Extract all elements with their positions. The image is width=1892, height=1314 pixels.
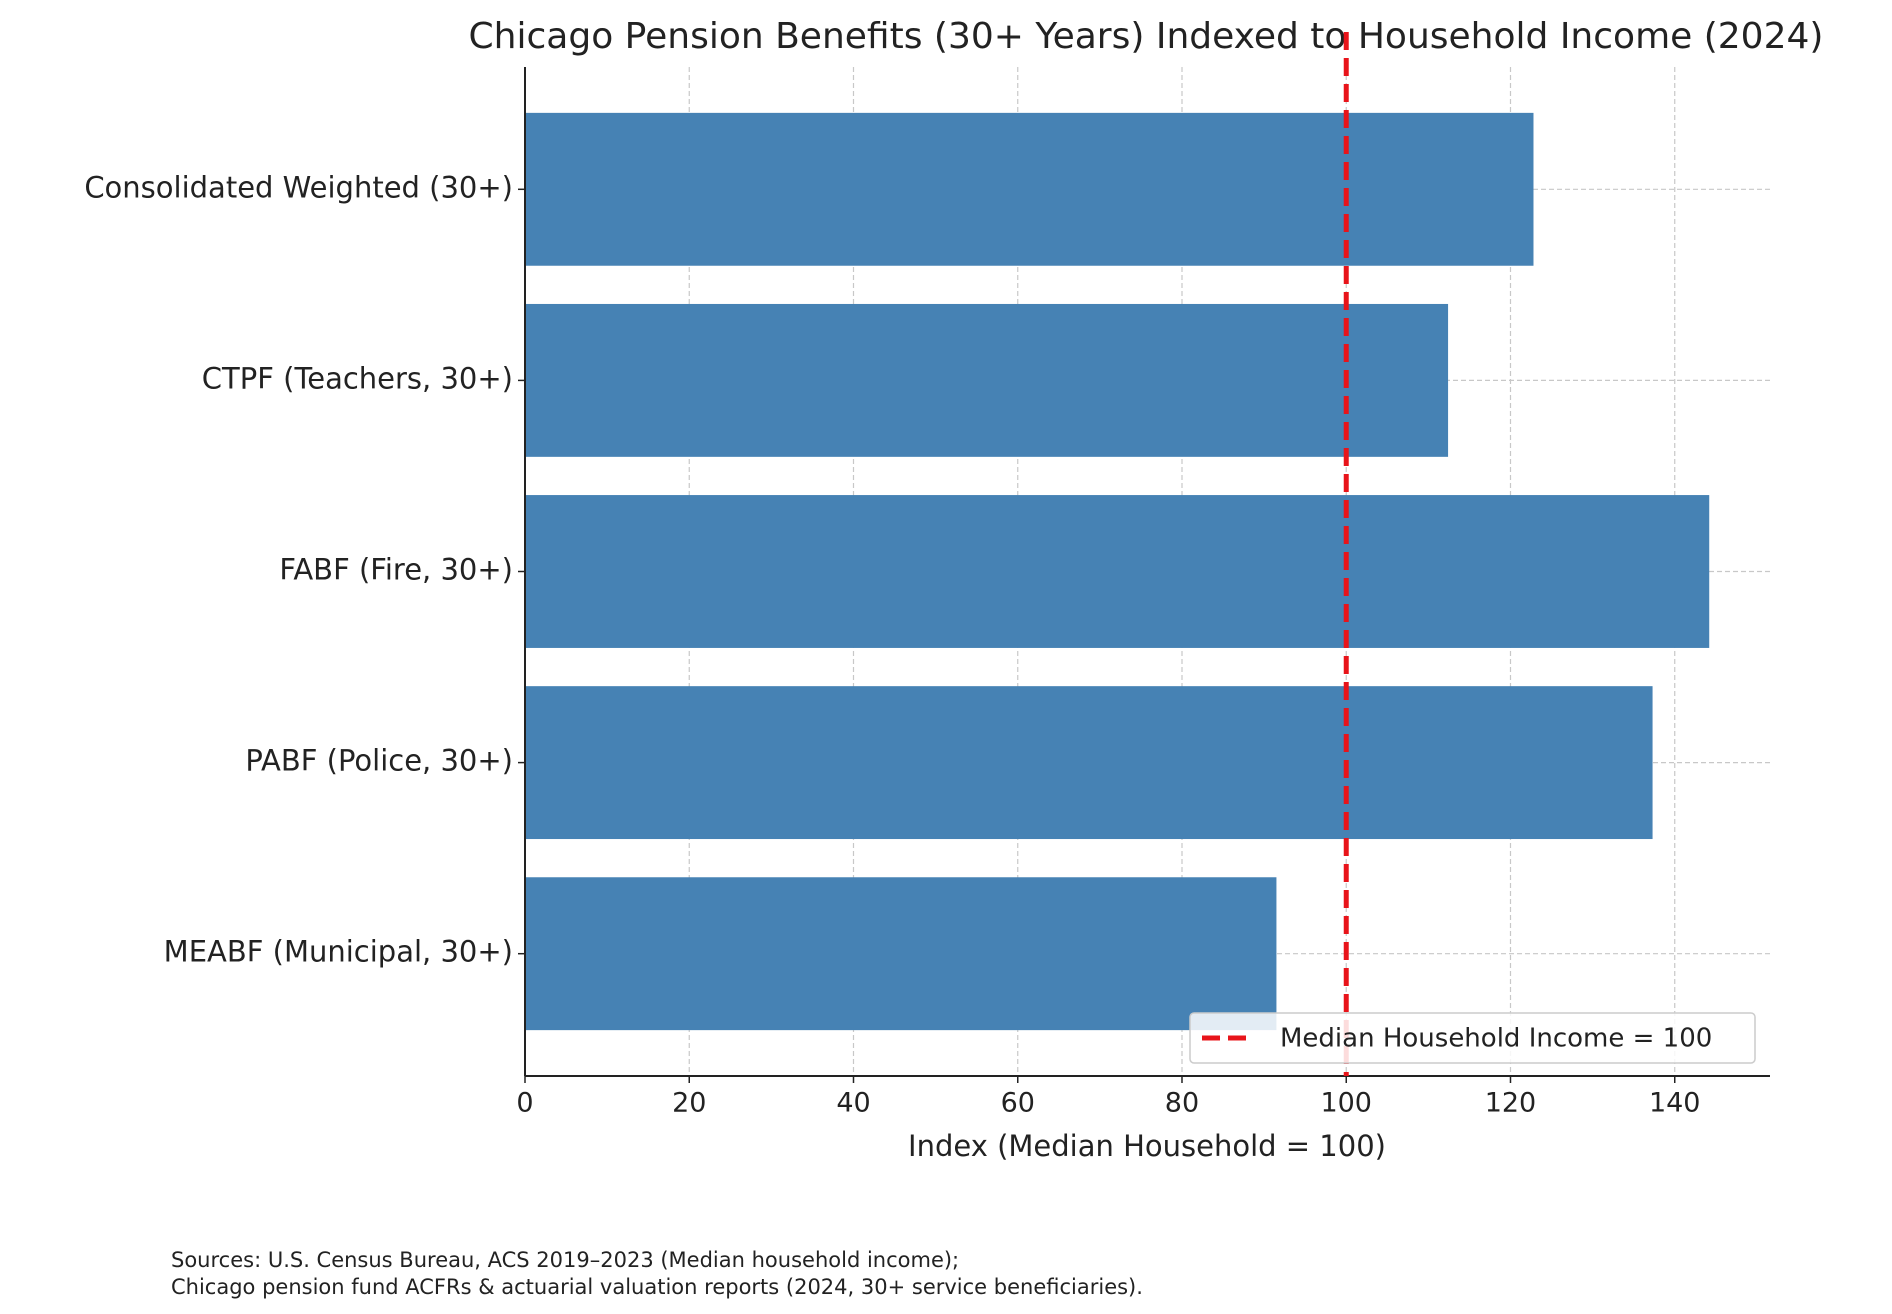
legend-label: Median Household Income = 100 <box>1280 1024 1712 1054</box>
bar <box>525 686 1653 840</box>
y-tick-label: PABF (Police, 30+) <box>245 744 513 778</box>
x-tick-label: 40 <box>836 1088 870 1119</box>
x-tick-label: 100 <box>1320 1088 1372 1119</box>
chart-title: Chicago Pension Benefits (30+ Years) Ind… <box>469 16 1824 57</box>
source-note: Chicago pension fund ACFRs & actuarial v… <box>171 1275 1143 1299</box>
legend-box <box>1189 1012 1756 1064</box>
y-tick-label: Consolidated Weighted (30+) <box>84 170 513 204</box>
x-axis-label: Index (Median Household = 100) <box>908 1129 1386 1163</box>
bar <box>525 495 1710 648</box>
y-tick-label: MEABF (Municipal, 30+) <box>164 935 513 969</box>
bar <box>525 112 1534 266</box>
x-tick-label: 20 <box>672 1088 706 1119</box>
source-note: Sources: U.S. Census Bureau, ACS 2019–20… <box>171 1248 959 1272</box>
x-tick-label: 140 <box>1649 1088 1701 1119</box>
x-tick-label: 60 <box>1001 1088 1035 1119</box>
bar <box>525 877 1277 1031</box>
y-tick-label: CTPF (Teachers, 30+) <box>202 361 513 395</box>
x-tick-label: 0 <box>516 1088 533 1119</box>
x-tick-label: 120 <box>1485 1088 1537 1119</box>
y-tick-label: FABF (Fire, 30+) <box>279 553 513 587</box>
x-tick-label: 80 <box>1165 1088 1199 1119</box>
bar <box>525 303 1449 457</box>
